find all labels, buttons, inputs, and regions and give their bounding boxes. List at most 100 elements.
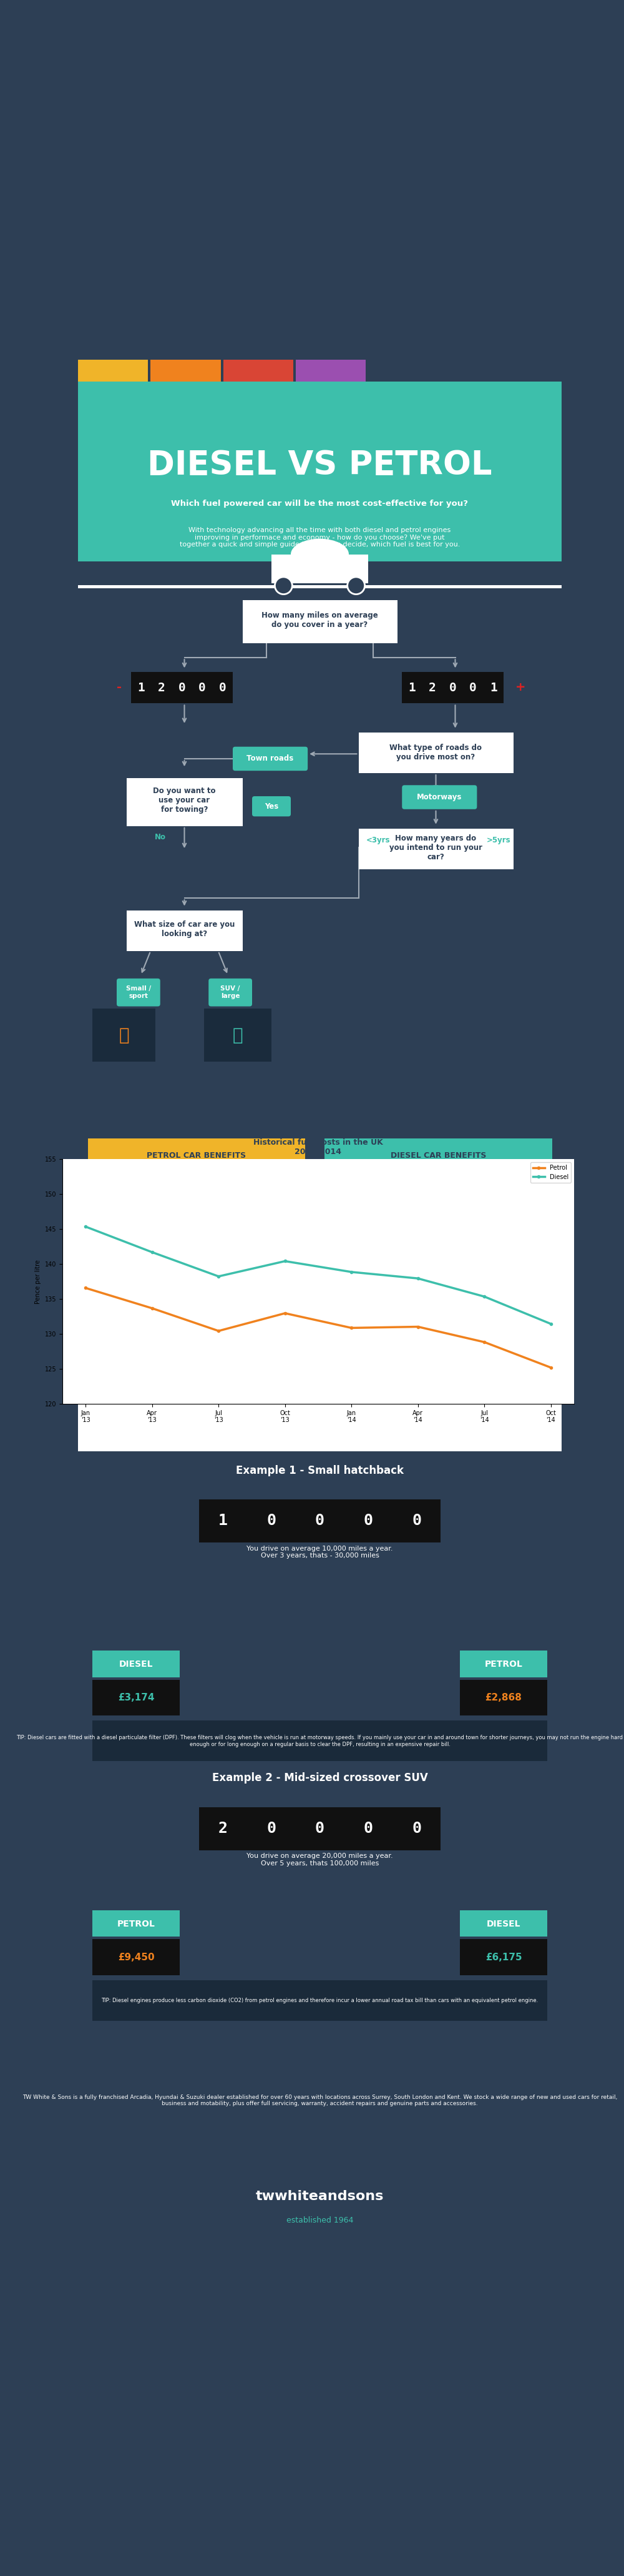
Petrol	[215, 1316, 222, 1347]
Text: 0: 0	[267, 1512, 276, 1528]
Text: • Purchase price cheaper: • Purchase price cheaper	[102, 1170, 185, 1175]
Diesel	[82, 1211, 89, 1242]
FancyBboxPatch shape	[252, 796, 291, 817]
Text: • More Torque at lower speeds,: • More Torque at lower speeds,	[334, 1211, 436, 1216]
Bar	[423, 672, 442, 703]
Bar	[92, 1721, 547, 1762]
Text: 1: 1	[138, 683, 145, 693]
Text: 1: 1	[218, 1512, 228, 1528]
Bar	[199, 1806, 441, 1850]
Text: 1: 1	[409, 683, 416, 693]
Bar	[402, 672, 422, 703]
Text: £3,174: £3,174	[118, 1692, 154, 1703]
Bar	[345, 1808, 391, 1850]
Text: Yes: Yes	[265, 801, 278, 811]
Bar	[199, 1499, 441, 1543]
Bar	[460, 1680, 547, 1716]
Bar	[150, 361, 221, 381]
Bar	[78, 1136, 562, 1234]
Petrol	[281, 1298, 289, 1329]
Diesel	[547, 1309, 555, 1340]
Text: Small /
sport: Small / sport	[126, 987, 151, 999]
Bar	[484, 672, 503, 703]
Text: >5yrs: >5yrs	[487, 837, 511, 845]
Circle shape	[348, 577, 365, 595]
Text: +: +	[515, 683, 525, 693]
Diesel	[215, 1260, 222, 1291]
Text: • Cheaper insurance.: • Cheaper insurance.	[102, 1211, 172, 1216]
Text: You drive on average 10,000 miles a year.
Over 3 years, thats - 30,000 miles: You drive on average 10,000 miles a year…	[246, 1546, 393, 1558]
Text: 0: 0	[178, 683, 186, 693]
Text: SUV /
large: SUV / large	[220, 987, 240, 999]
Text: <3yrs: <3yrs	[366, 837, 390, 845]
Text: -: -	[117, 683, 122, 693]
Bar	[200, 1499, 246, 1540]
Text: What type of roads do
you drive most on?: What type of roads do you drive most on?	[389, 744, 482, 762]
Bar	[193, 672, 212, 703]
Text: 2: 2	[218, 1821, 228, 1837]
Bar	[126, 778, 242, 827]
Petrol	[414, 1311, 422, 1342]
Bar	[172, 672, 192, 703]
Ellipse shape	[291, 538, 349, 569]
Bar	[464, 672, 483, 703]
Bar	[132, 672, 151, 703]
Text: DIESEL: DIESEL	[487, 1919, 520, 1929]
Bar	[460, 1940, 547, 1976]
Text: 0: 0	[469, 683, 477, 693]
Bar	[92, 1010, 155, 1061]
Text: 0: 0	[412, 1821, 421, 1837]
Bar	[92, 1911, 180, 1937]
Text: What size of car are you
looking at?: What size of car are you looking at?	[134, 920, 235, 938]
Petrol	[348, 1311, 355, 1342]
Text: How many miles on average
do you cover in a year?: How many miles on average do you cover i…	[261, 611, 378, 629]
Text: • Lower servicing costs.: • Lower servicing costs.	[102, 1195, 180, 1203]
Text: You drive on average 20,000 miles a year.
Over 5 years, thats 100,000 miles: You drive on average 20,000 miles a year…	[246, 1852, 393, 1868]
Petrol	[82, 1273, 89, 1303]
Bar	[78, 2076, 562, 2293]
Petrol	[547, 1352, 555, 1383]
Bar	[223, 361, 293, 381]
Bar	[92, 1940, 180, 1976]
Bar	[223, 2172, 417, 2269]
Text: 0: 0	[315, 1821, 324, 1837]
Text: TW White & Sons is a fully franchised Arcadia, Hyundai & Suzuki dealer establish: TW White & Sons is a fully franchised Ar…	[22, 2094, 617, 2107]
Text: With technology advancing all the time with both diesel and petrol engines
impro: With technology advancing all the time w…	[180, 528, 460, 549]
Bar	[87, 1139, 305, 1229]
Diesel	[414, 1262, 422, 1293]
Text: 2: 2	[158, 683, 165, 693]
Text: TIP: Diesel cars are fitted with a diesel particulate filter (DPF). These filter: TIP: Diesel cars are fitted with a diese…	[16, 1736, 623, 1747]
Bar	[393, 1808, 440, 1850]
Bar	[92, 1680, 180, 1716]
Text: £6,175: £6,175	[485, 1953, 522, 1963]
FancyBboxPatch shape	[402, 786, 477, 809]
Text: Which fuel powered car will be the most cost-effective for you?: Which fuel powered car will be the most …	[171, 500, 468, 507]
Text: TIP: Diesel engines produce less carbon dioxide (CO2) from petrol engines and th: TIP: Diesel engines produce less carbon …	[101, 1999, 539, 2004]
Diesel	[149, 1236, 156, 1267]
Text: 0: 0	[315, 1512, 324, 1528]
Bar	[402, 672, 504, 703]
Text: PETROL: PETROL	[485, 1659, 522, 1669]
Bar	[393, 1499, 440, 1540]
Line: Petrol: Petrol	[84, 1285, 552, 1368]
Bar	[248, 1808, 295, 1850]
Text: DIESEL VS PETROL: DIESEL VS PETROL	[147, 448, 492, 482]
Text: 0: 0	[267, 1821, 276, 1837]
Bar	[78, 1765, 562, 2076]
Bar	[296, 361, 366, 381]
Text: DIESEL: DIESEL	[119, 1659, 153, 1669]
Bar	[460, 1911, 547, 1937]
Text: • Holds its 'resale' value better than: • Holds its 'resale' value better than	[334, 1182, 452, 1190]
Petrol	[480, 1327, 488, 1358]
Bar	[92, 1651, 180, 1677]
Bar	[248, 1499, 295, 1540]
Bar	[203, 1010, 271, 1061]
Line: Diesel: Diesel	[84, 1226, 552, 1324]
Text: 0: 0	[412, 1512, 421, 1528]
Bar	[78, 562, 562, 1139]
Text: Do you want to
use your car
for towing?: Do you want to use your car for towing?	[153, 788, 216, 814]
Text: ⛽: ⛽	[119, 1025, 129, 1043]
Petrol	[149, 1293, 156, 1324]
Text: Motorways: Motorways	[417, 793, 462, 801]
Text: PETROL: PETROL	[117, 1919, 155, 1929]
